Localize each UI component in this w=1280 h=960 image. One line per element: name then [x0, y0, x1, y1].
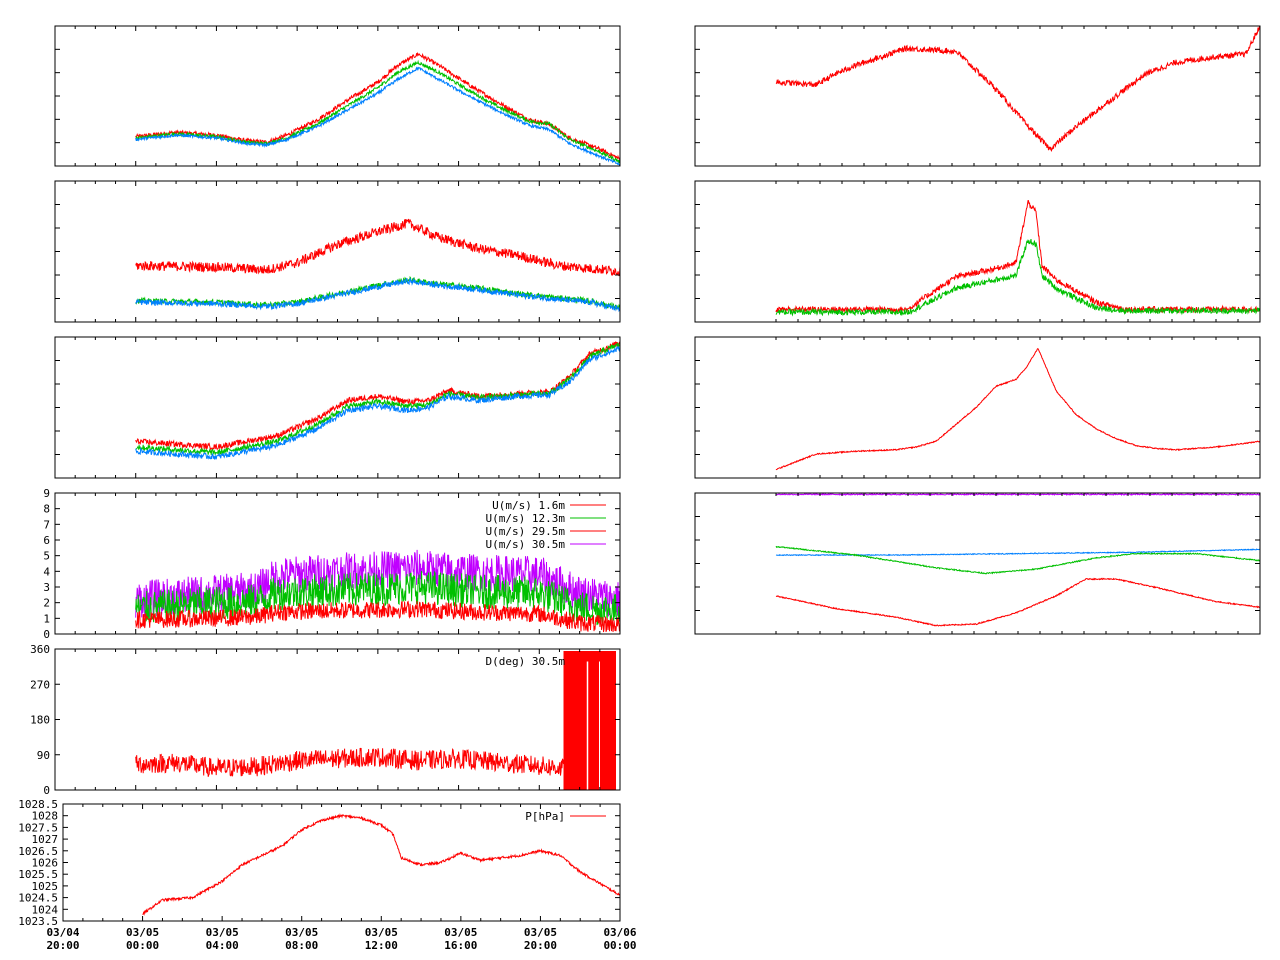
y-tick-label: 90: [37, 749, 50, 762]
series-line-green: [775, 545, 1260, 575]
x-tick-date: 03/05: [524, 926, 557, 939]
y-tick-label: 1027.5: [18, 821, 58, 834]
y-tick-label: 6: [43, 534, 50, 547]
series-line-green: [135, 342, 620, 456]
x-tick-time: 16:00: [444, 939, 477, 952]
series-line-u-m-s-12-3m: [135, 570, 620, 626]
time-axis: 03/0420:0003/0500:0003/0504:0003/0508:00…: [46, 926, 636, 952]
y-tick-label: 0: [43, 784, 50, 797]
x-tick-time: 20:00: [46, 939, 79, 952]
x-tick-date: 03/06: [603, 926, 636, 939]
x-tick-time: 00:00: [126, 939, 159, 952]
y-tick-label: 5: [43, 550, 50, 563]
y-tick-label: 1025: [32, 880, 59, 893]
series-line-red: [135, 51, 620, 161]
series-line-p-hpa-: [142, 813, 620, 916]
panel-L3: [54, 336, 621, 479]
series-line-red: [775, 200, 1260, 314]
plot-frame: [54, 648, 621, 791]
y-tick-label: 1028: [32, 810, 59, 823]
plot-frame: [694, 492, 1261, 635]
x-tick-date: 03/05: [365, 926, 398, 939]
y-tick-label: 1026: [32, 857, 59, 870]
panel-L1: [54, 25, 621, 167]
series-line-red: [775, 348, 1260, 471]
plot-frame: [694, 336, 1261, 479]
series-line-green: [135, 275, 620, 311]
y-tick-label: 1: [43, 612, 50, 625]
y-tick-label: 0: [43, 628, 50, 641]
legend-label: U(m/s) 29.5m: [486, 525, 566, 538]
legend-label: U(m/s) 1.6m: [492, 499, 565, 512]
panel-R2: [694, 180, 1261, 323]
direction-wrap-block: [563, 651, 616, 790]
y-tick-label: 1024: [32, 903, 59, 916]
y-tick-label: 1026.5: [18, 845, 58, 858]
x-tick-time: 20:00: [524, 939, 557, 952]
series-line-blue: [135, 66, 620, 166]
series-line-d-deg-30-5m: [135, 747, 564, 777]
y-tick-label: 9: [43, 487, 50, 500]
y-tick-label: 7: [43, 518, 50, 531]
series-line-u-m-s-1-6m: [135, 600, 620, 633]
series-line-blue: [135, 277, 620, 313]
series-line-red: [775, 577, 1260, 627]
y-tick-label: 1024.5: [18, 892, 58, 905]
legend-label: U(m/s) 30.5m: [486, 538, 566, 551]
series-line-blue: [135, 345, 620, 460]
y-tick-label: 4: [43, 565, 50, 578]
panel-R1: [694, 25, 1261, 167]
y-tick-label: 1023.5: [18, 915, 58, 928]
x-tick-date: 03/04: [46, 926, 79, 939]
panel-R4: [694, 492, 1261, 635]
panel-L5: 0 90 180 270 360 D(deg) 30.5m: [30, 643, 621, 797]
x-tick-date: 03/05: [444, 926, 477, 939]
y-tick-label: 2: [43, 597, 50, 610]
series-line-green: [135, 59, 620, 164]
x-tick-time: 00:00: [603, 939, 636, 952]
plot-frame: [54, 25, 621, 167]
y-tick-label: 180: [30, 714, 50, 727]
x-tick-time: 04:00: [206, 939, 239, 952]
panel-L2: [54, 180, 621, 323]
y-tick-label: 1027: [32, 833, 59, 846]
y-tick-label: 3: [43, 581, 50, 594]
x-tick-time: 08:00: [285, 939, 318, 952]
x-tick-date: 03/05: [126, 926, 159, 939]
plot-frame: [694, 25, 1261, 167]
y-tick-label: 270: [30, 678, 50, 691]
plot-frame: [694, 180, 1261, 323]
series-line-red: [775, 26, 1260, 153]
y-tick-label: 8: [43, 503, 50, 516]
x-tick-date: 03/05: [285, 926, 318, 939]
panel-L6: 1023.510241024.510251025.510261026.51027…: [18, 798, 621, 928]
legend-label: P[hPa]: [525, 810, 565, 823]
series-line-red: [135, 218, 620, 277]
x-tick-time: 12:00: [365, 939, 398, 952]
x-tick-date: 03/05: [206, 926, 239, 939]
legend-label: D(deg) 30.5m: [486, 655, 566, 668]
panel-R3: [694, 336, 1261, 479]
y-tick-label: 360: [30, 643, 50, 656]
legend-label: U(m/s) 12.3m: [486, 512, 566, 525]
y-tick-label: 1025.5: [18, 868, 58, 881]
y-tick-label: 1028.5: [18, 798, 58, 811]
series-line-green: [775, 238, 1260, 317]
